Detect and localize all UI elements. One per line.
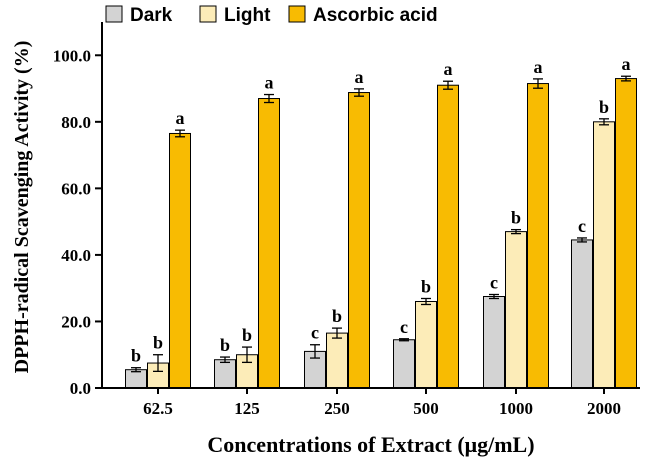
significance-label: b bbox=[332, 306, 342, 326]
error-bar bbox=[153, 354, 163, 373]
error-bar bbox=[220, 356, 230, 364]
error-bar bbox=[310, 344, 320, 359]
bar-light bbox=[593, 121, 615, 389]
x-axis-title: Concentrations of Extract (μg/mL) bbox=[207, 432, 534, 457]
significance-label: a bbox=[176, 108, 185, 128]
y-axis-title: DPPH-radical Scavenging Activity (%) bbox=[11, 41, 33, 374]
error-bar bbox=[511, 228, 521, 235]
bar-dark bbox=[571, 239, 593, 389]
error-bar bbox=[131, 367, 141, 373]
bar-ascorbic-acid bbox=[437, 84, 459, 389]
bar-ascorbic-acid bbox=[169, 132, 191, 389]
error-bar bbox=[242, 346, 252, 364]
significance-label: c bbox=[311, 323, 319, 343]
significance-label: b bbox=[131, 346, 141, 366]
bar-dark bbox=[125, 369, 147, 389]
legend-swatch bbox=[105, 5, 123, 23]
x-tick-label: 250 bbox=[324, 399, 350, 418]
legend-swatch bbox=[288, 5, 306, 23]
significance-label: c bbox=[400, 317, 408, 337]
y-tick-label: 60.0 bbox=[61, 179, 91, 198]
error-bar bbox=[599, 118, 609, 126]
significance-label: a bbox=[265, 73, 274, 93]
legend: Dark Light Ascorbic acid bbox=[105, 5, 438, 26]
significance-label: a bbox=[622, 54, 631, 74]
legend-label: Dark bbox=[130, 5, 173, 26]
bar-light bbox=[415, 300, 437, 389]
y-tick-label: 0.0 bbox=[70, 379, 91, 398]
bar-dark bbox=[483, 296, 505, 389]
bar-ascorbic-acid bbox=[348, 92, 370, 389]
significance-label: c bbox=[578, 216, 586, 236]
y-tick-label: 100.0 bbox=[53, 46, 91, 65]
bar-dark bbox=[393, 339, 415, 389]
error-bar bbox=[264, 93, 274, 104]
bar-light bbox=[505, 231, 527, 389]
significance-label: a bbox=[355, 67, 364, 87]
bar-dark bbox=[214, 359, 236, 389]
error-bar bbox=[421, 297, 431, 306]
significance-label: b bbox=[220, 335, 230, 355]
y-tick-label: 80.0 bbox=[61, 113, 91, 132]
axes bbox=[101, 22, 640, 389]
legend-label: Light bbox=[224, 5, 271, 26]
legend-label: Ascorbic acid bbox=[313, 5, 438, 26]
x-tick-label: 125 bbox=[234, 399, 260, 418]
bar-light bbox=[326, 332, 348, 389]
significance-label: b bbox=[511, 208, 521, 228]
error-bar bbox=[533, 78, 543, 89]
y-ticks: 0.0 20.0 40.0 60.0 80.0 100.0 bbox=[53, 46, 102, 398]
error-bar bbox=[354, 88, 364, 97]
error-bar bbox=[399, 338, 409, 342]
x-tick-label: 500 bbox=[413, 399, 439, 418]
bar-ascorbic-acid bbox=[258, 98, 280, 389]
bar-ascorbic-acid bbox=[615, 78, 637, 389]
y-tick-label: 20.0 bbox=[61, 312, 91, 331]
significance-label: a bbox=[444, 59, 453, 79]
bar-ascorbic-acid bbox=[527, 83, 549, 389]
error-bar bbox=[489, 293, 499, 300]
significance-label: c bbox=[490, 273, 498, 293]
x-tick-label: 62.5 bbox=[143, 399, 173, 418]
y-tick-label: 40.0 bbox=[61, 246, 91, 265]
significance-label: b bbox=[153, 333, 163, 353]
error-bar bbox=[175, 129, 185, 138]
error-bar bbox=[577, 237, 587, 243]
legend-swatch bbox=[199, 5, 217, 23]
error-bar bbox=[443, 80, 453, 90]
x-tick-label: 1000 bbox=[499, 399, 533, 418]
significance-label: a bbox=[534, 57, 543, 77]
significance-label: b bbox=[599, 97, 609, 117]
x-tick-label: 2000 bbox=[587, 399, 621, 418]
error-bar bbox=[621, 75, 631, 82]
significance-label: b bbox=[242, 325, 252, 345]
significance-label: b bbox=[421, 276, 431, 296]
error-bar bbox=[332, 327, 342, 339]
x-ticks: 62.5 125 250 500 1000 2000 bbox=[143, 388, 621, 418]
